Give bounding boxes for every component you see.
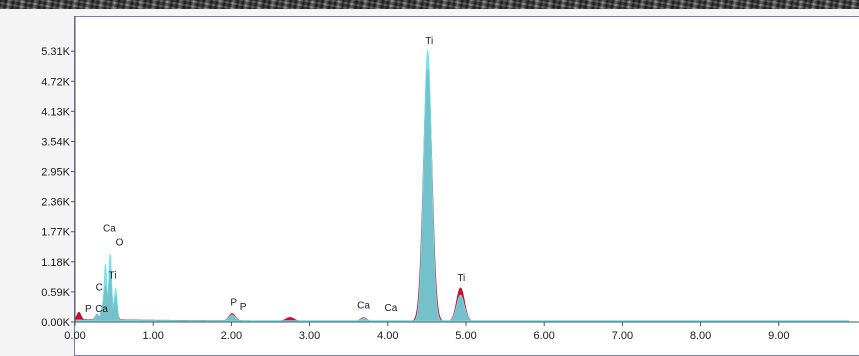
- y-tick-label: 1.77K: [41, 227, 70, 239]
- peak-label: Ti: [425, 36, 433, 47]
- peak-label: Ti: [109, 271, 117, 282]
- peak-label: P: [230, 298, 237, 309]
- x-tick-label: 4.00: [377, 330, 398, 342]
- x-tick-label: 7.00: [612, 330, 633, 342]
- y-tick-label: 2.95K: [41, 167, 70, 179]
- y-tick-label: 0.00K: [41, 317, 70, 329]
- x-tick-label: 3.00: [299, 330, 320, 342]
- y-tick-label: 4.13K: [41, 106, 70, 118]
- y-tick-label: 4.72K: [41, 76, 70, 88]
- y-tick-label: 3.54K: [41, 136, 70, 148]
- peak-label: Ca: [385, 303, 398, 314]
- peak-label: O: [116, 238, 124, 249]
- x-tick-label: 6.00: [533, 330, 554, 342]
- eds-spectrum-chart: 0.00K 0.59K 1.18K 1.77K 2.36K 2.95K 3.54K 4.13K…: [41, 16, 859, 342]
- y-tick-label: 5.31K: [41, 46, 70, 58]
- y-tick-label: 2.36K: [41, 197, 70, 209]
- plot-area: [74, 16, 859, 356]
- x-tick-label: 5.00: [455, 330, 476, 342]
- peak-label: Ti: [457, 273, 465, 284]
- peak-label: P: [85, 304, 92, 315]
- x-tick-label: 8.00: [690, 330, 711, 342]
- x-tick-label: 0.00: [64, 330, 85, 342]
- x-tick-label: 2.00: [221, 330, 242, 342]
- peak-label: Ca: [103, 224, 116, 235]
- y-tick-label: 0.59K: [41, 287, 70, 299]
- peak-label: Ca: [95, 304, 108, 315]
- peak-label: C: [96, 282, 103, 293]
- peak-label: P: [240, 302, 247, 313]
- x-tick-label: 1.00: [142, 330, 163, 342]
- peak-label: Ca: [357, 301, 370, 312]
- x-tick-label: 9.00: [768, 330, 789, 342]
- y-tick-label: 1.18K: [41, 257, 70, 269]
- sem-image-strip: [0, 0, 859, 9]
